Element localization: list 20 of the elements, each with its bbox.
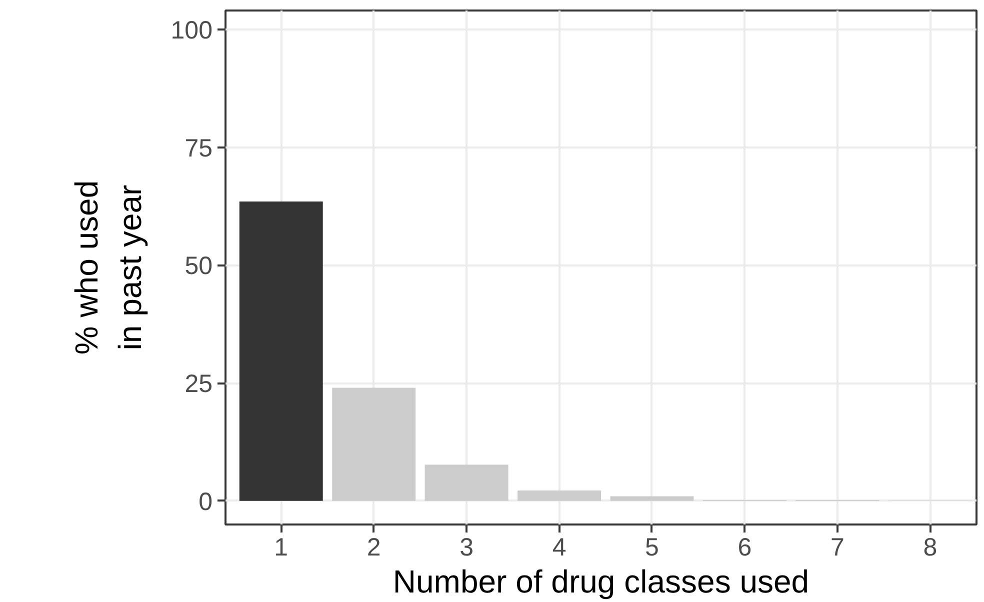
x-tick-label: 3: [460, 534, 474, 562]
x-tick-label: 4: [552, 534, 566, 562]
x-tick-label: 2: [366, 534, 381, 562]
y-tick-label: 0: [198, 488, 212, 516]
y-tick-label: 75: [184, 134, 213, 162]
bar: [239, 201, 323, 501]
x-tick-label: 5: [645, 534, 659, 562]
y-axis-title: % who used in past year: [68, 180, 148, 355]
bar: [424, 464, 508, 501]
x-tick-label: 8: [923, 534, 938, 562]
x-tick-label: 7: [830, 534, 844, 562]
bar: [332, 388, 416, 501]
y-tick-label: 50: [184, 252, 213, 280]
bar: [518, 490, 601, 501]
x-tick-label: 6: [738, 534, 752, 562]
bar: [610, 496, 694, 501]
y-tick-label: 100: [170, 16, 213, 44]
x-axis-title: Number of drug classes used: [392, 564, 810, 600]
x-tick-label: 1: [274, 534, 288, 562]
y-tick-label: 25: [184, 370, 213, 398]
